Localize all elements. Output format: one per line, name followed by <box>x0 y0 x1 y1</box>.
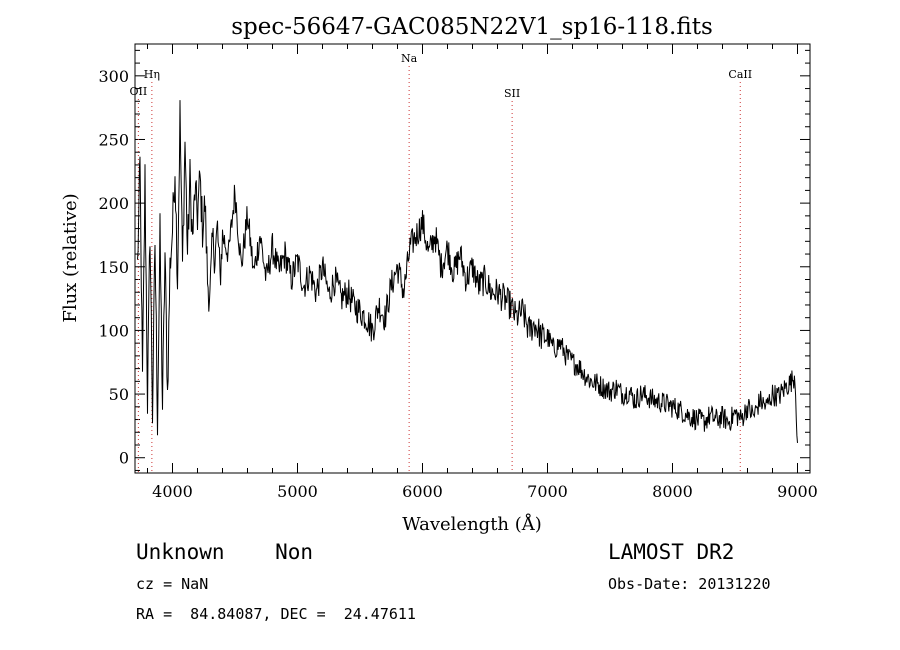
y-tick-label: 100 <box>98 321 129 340</box>
y-tick-label: 300 <box>98 67 129 86</box>
survey-text: LAMOST DR2 <box>608 540 735 564</box>
y-tick-label: 0 <box>119 449 129 468</box>
axis-ticks: 4000 5000 6000 7000 8000 9000 0 50 100 150 200 250 3… <box>98 44 818 501</box>
x-tick-label: 8000 <box>652 482 693 501</box>
obs-date-text: Obs-Date: 20131220 <box>608 575 771 593</box>
emission-line-label: OII <box>130 85 148 98</box>
object-class-text: Unknown Non <box>136 540 314 564</box>
y-tick-label: 200 <box>98 194 129 213</box>
spectrum-series-line <box>137 100 798 443</box>
emission-line-label: Hη <box>144 68 160 81</box>
emission-line-label: SII <box>504 87 520 100</box>
y-tick-label: 50 <box>109 385 129 404</box>
x-tick-label: 7000 <box>527 482 568 501</box>
x-tick-label: 5000 <box>277 482 318 501</box>
x-tick-label: 9000 <box>777 482 818 501</box>
x-axis-label: Wavelength (Å) <box>402 513 542 535</box>
y-axis-label: Flux (relative) <box>60 193 81 322</box>
emission-line-label: CaII <box>728 68 752 81</box>
x-tick-label: 6000 <box>402 482 443 501</box>
redshift-text: cz = NaN <box>136 575 209 593</box>
y-tick-label: 250 <box>98 130 129 149</box>
emission-line-markers: OII Hη Na SII CaII <box>130 52 752 473</box>
emission-line-label: Na <box>401 52 418 65</box>
y-tick-label: 150 <box>98 258 129 277</box>
coordinates-text: RA = 84.84087, DEC = 24.47611 <box>136 605 416 623</box>
x-tick-label: 4000 <box>152 482 193 501</box>
chart-title: spec-56647-GAC085N22V1_sp16-118.fits <box>231 14 713 40</box>
